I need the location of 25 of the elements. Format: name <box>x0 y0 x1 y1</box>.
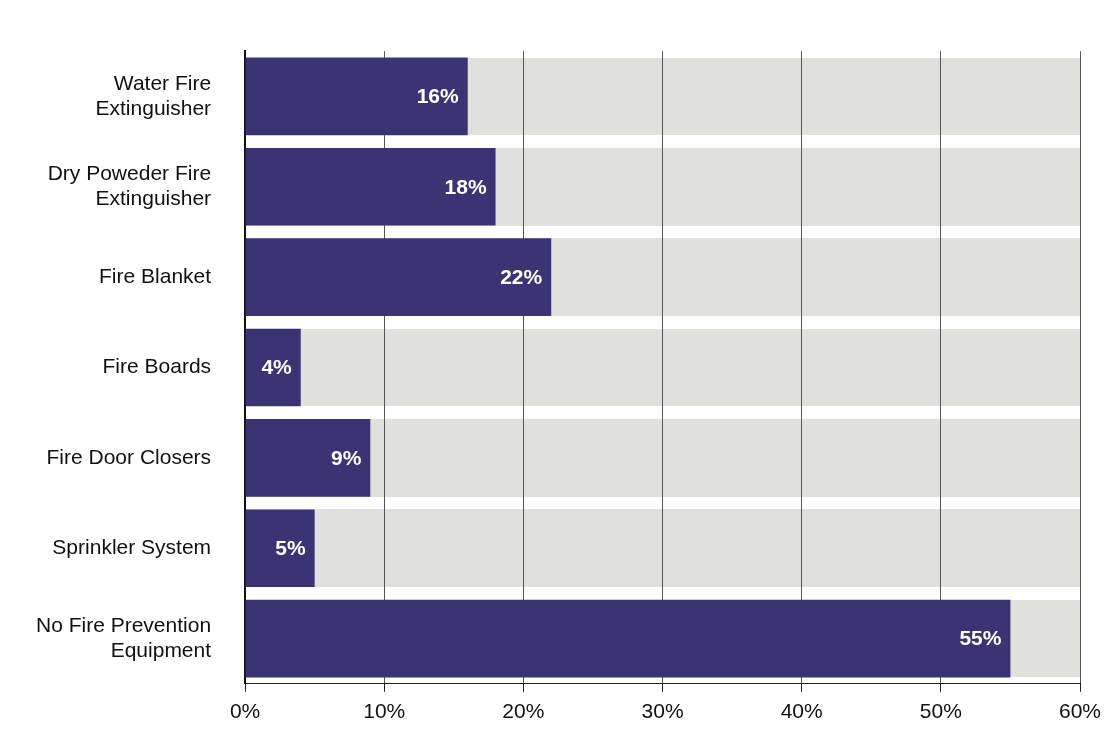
x-tick-label: 10% <box>363 699 406 723</box>
y-tick-label: Water Fire Extinguisher <box>95 70 212 119</box>
y-tick-label: Dry Poweder Fire Extinguisher <box>47 160 212 210</box>
bar <box>245 328 301 407</box>
x-tick-label: 40% <box>780 699 823 723</box>
y-tick-label: Sprinkler System <box>52 535 212 559</box>
x-tick-label: 50% <box>919 699 962 723</box>
y-tick-label: Fire Blanket <box>99 263 212 287</box>
y-tick-label: Fire Boards <box>102 354 212 378</box>
bar <box>245 509 315 588</box>
data-label: 9% <box>330 445 362 469</box>
bar <box>245 419 371 497</box>
x-tick-label: 30% <box>641 699 684 723</box>
data-label: 16% <box>416 84 460 108</box>
bar <box>245 147 496 226</box>
data-label: 22% <box>500 264 543 288</box>
data-label: 5% <box>275 536 306 560</box>
x-tick-label: 20% <box>502 699 545 723</box>
x-tick-label: 0% <box>229 699 261 723</box>
data-label: 18% <box>444 174 487 198</box>
y-tick-label: No Fire Prevention Equipment <box>36 612 212 662</box>
y-tick-label: Fire Door Closers <box>46 444 212 468</box>
data-label: 55% <box>959 626 1002 650</box>
data-label: 4% <box>261 355 293 379</box>
x-tick-label: 60% <box>1058 699 1102 723</box>
